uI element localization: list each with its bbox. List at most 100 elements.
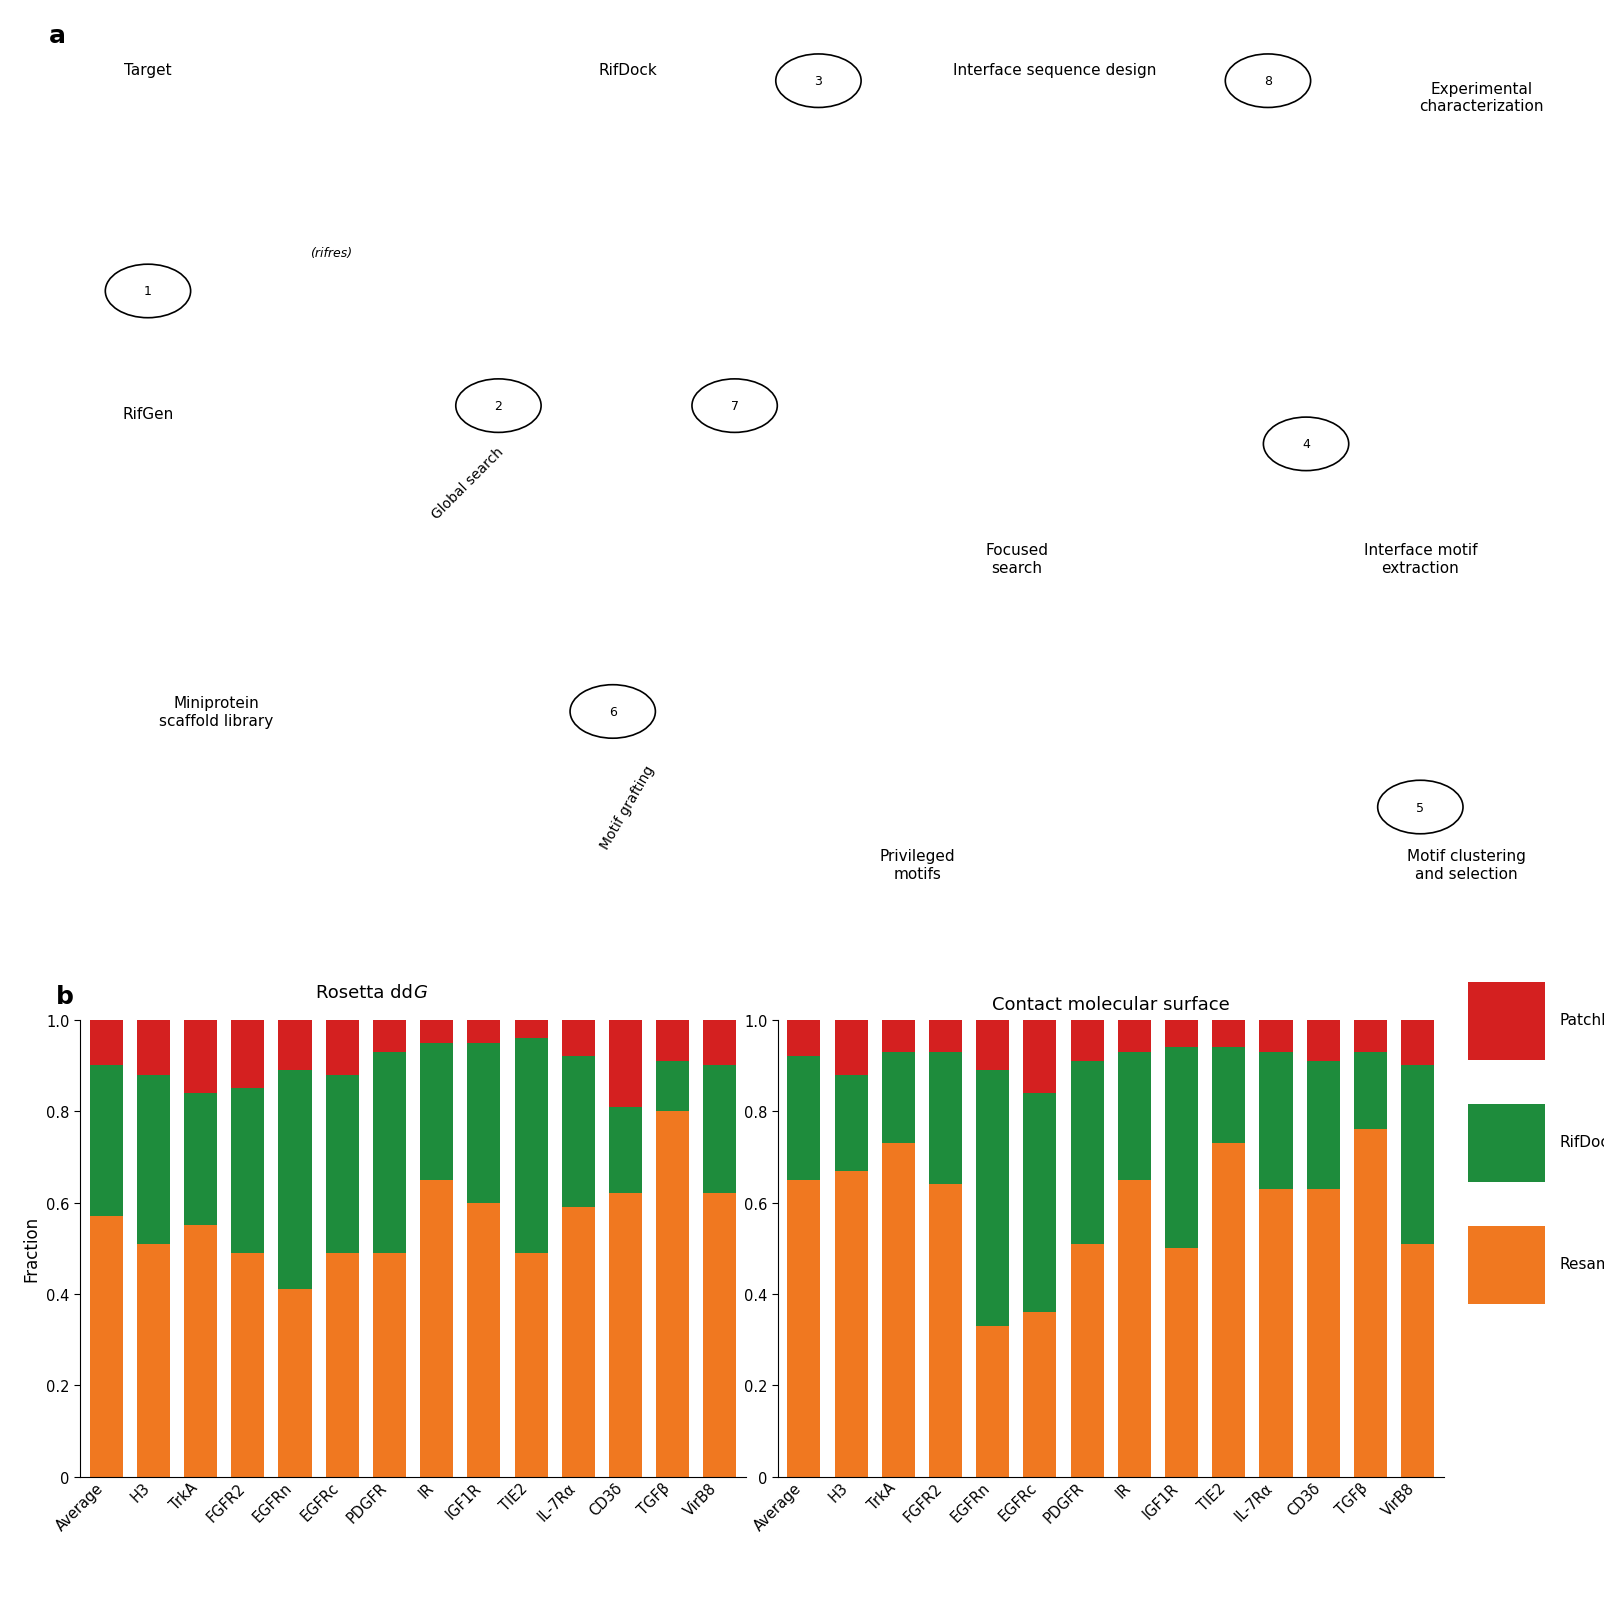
Text: Interface motif
extraction: Interface motif extraction — [1363, 544, 1477, 576]
Bar — [279, 1290, 311, 1477]
Bar — [1118, 1052, 1152, 1180]
Bar — [326, 1253, 359, 1477]
Bar — [1213, 1019, 1245, 1047]
Bar — [136, 1074, 170, 1243]
Bar — [1118, 1180, 1152, 1477]
Bar — [788, 1019, 820, 1057]
Text: RifDock: RifDock — [1559, 1134, 1604, 1149]
Bar — [704, 1019, 736, 1066]
Text: Target: Target — [124, 63, 172, 78]
Bar — [1070, 1243, 1104, 1477]
Bar — [184, 1019, 217, 1094]
Bar — [561, 1208, 595, 1477]
Bar — [1402, 1066, 1434, 1243]
Bar — [515, 1253, 547, 1477]
Bar — [1354, 1019, 1387, 1052]
Bar — [1213, 1143, 1245, 1477]
Bar — [326, 1074, 359, 1253]
Text: 1: 1 — [144, 286, 152, 299]
Bar — [882, 1019, 914, 1052]
Bar — [1259, 1019, 1293, 1052]
Bar — [326, 1019, 359, 1074]
Bar — [1354, 1052, 1387, 1130]
Text: b: b — [56, 984, 74, 1008]
Bar — [610, 1193, 642, 1477]
Bar — [656, 1112, 690, 1477]
Bar — [1307, 1061, 1339, 1190]
Bar — [882, 1143, 914, 1477]
Text: Focused
search: Focused search — [985, 544, 1047, 576]
Bar — [834, 1074, 868, 1170]
Bar — [561, 1057, 595, 1208]
Text: Motif grafting: Motif grafting — [598, 763, 658, 852]
Text: Global search: Global search — [430, 445, 507, 521]
Bar — [929, 1052, 962, 1185]
Bar — [90, 1066, 122, 1217]
Text: RifGen: RifGen — [122, 406, 173, 422]
Bar — [704, 1193, 736, 1477]
Bar — [610, 1107, 642, 1193]
Bar — [372, 1052, 406, 1253]
Text: a: a — [48, 24, 66, 49]
Bar — [184, 1094, 217, 1225]
Bar — [1118, 1019, 1152, 1052]
Bar — [184, 1225, 217, 1477]
Bar — [929, 1185, 962, 1477]
Bar — [279, 1019, 311, 1070]
Bar — [610, 1019, 642, 1107]
Text: Miniprotein
scaffold library: Miniprotein scaffold library — [159, 696, 274, 729]
Bar — [420, 1044, 454, 1180]
Bar — [1307, 1190, 1339, 1477]
Bar — [656, 1019, 690, 1061]
Bar — [1402, 1243, 1434, 1477]
Bar — [882, 1052, 914, 1143]
Text: Resampling: Resampling — [1559, 1256, 1604, 1271]
Text: Rosetta dd: Rosetta dd — [316, 984, 412, 1001]
Bar — [561, 1019, 595, 1057]
Bar — [467, 1203, 500, 1477]
Text: Interface sequence design: Interface sequence design — [953, 63, 1156, 78]
Text: 4: 4 — [1302, 438, 1310, 451]
Bar — [704, 1066, 736, 1193]
Bar — [1070, 1019, 1104, 1061]
Text: G: G — [412, 984, 427, 1001]
Bar — [1213, 1047, 1245, 1143]
Bar — [136, 1243, 170, 1477]
Text: (rifres): (rifres) — [310, 247, 351, 260]
Bar — [1023, 1313, 1057, 1477]
Bar — [467, 1019, 500, 1044]
Bar — [788, 1180, 820, 1477]
Bar — [515, 1039, 547, 1253]
Bar — [231, 1019, 265, 1089]
Bar — [136, 1019, 170, 1074]
Bar — [977, 1070, 1009, 1326]
Bar — [231, 1253, 265, 1477]
Bar — [1259, 1190, 1293, 1477]
Bar — [834, 1170, 868, 1477]
Text: 5: 5 — [1416, 802, 1424, 815]
Text: PatchDock: PatchDock — [1559, 1013, 1604, 1027]
Y-axis label: Fraction: Fraction — [22, 1216, 40, 1282]
Bar — [1402, 1019, 1434, 1066]
Bar — [1023, 1019, 1057, 1094]
Bar — [1307, 1019, 1339, 1061]
Bar — [467, 1044, 500, 1203]
Bar — [372, 1019, 406, 1052]
Bar — [90, 1019, 122, 1066]
Bar — [90, 1217, 122, 1477]
Text: Motif clustering
and selection: Motif clustering and selection — [1407, 849, 1525, 881]
Bar — [420, 1019, 454, 1044]
Title: Contact molecular surface: Contact molecular surface — [991, 995, 1230, 1013]
Text: 3: 3 — [815, 75, 823, 88]
Text: 6: 6 — [610, 706, 616, 719]
Bar — [656, 1061, 690, 1112]
Bar — [1023, 1094, 1057, 1313]
Text: RifDock: RifDock — [598, 63, 658, 78]
Bar — [231, 1089, 265, 1253]
Text: 8: 8 — [1264, 75, 1272, 88]
Bar — [515, 1019, 547, 1039]
Text: 2: 2 — [494, 399, 502, 412]
Bar — [1165, 1019, 1198, 1047]
Text: Experimental
characterization: Experimental characterization — [1420, 81, 1543, 114]
Bar — [1354, 1130, 1387, 1477]
